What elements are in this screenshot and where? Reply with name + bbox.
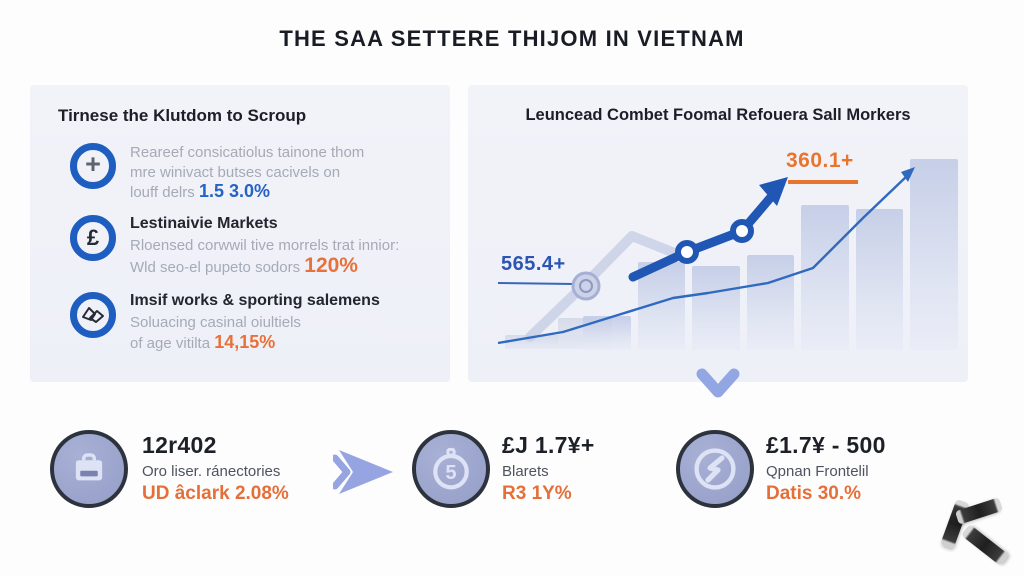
stat-block: £1.7¥ - 500 Qpnan Frontelil Datis 30.% xyxy=(766,432,886,505)
low-label-underline xyxy=(497,282,575,285)
stopwatch-icon: 5 xyxy=(412,430,490,508)
chart-bar xyxy=(855,209,904,350)
ghost-line xyxy=(525,231,687,342)
chart-low-value-label: 565.4+ xyxy=(501,253,566,275)
plus-circle-icon: + xyxy=(70,143,116,189)
stat-block: 12r402 Oro liser. ránectories UD âclark … xyxy=(142,432,289,505)
chart-bar xyxy=(583,316,631,350)
item-line: of age vitilta 14,15% xyxy=(130,331,380,354)
briefcase-icon xyxy=(50,430,128,508)
item-line: Wld seo-el pupeto sodors 120% xyxy=(130,253,399,278)
chart-bar xyxy=(910,159,959,350)
highlight-arrowhead xyxy=(759,177,788,206)
stat-value: £J 1.7¥+ xyxy=(502,432,595,458)
left-panel-heading: Tirnese the Klutdom to Scroup xyxy=(58,106,307,125)
arrow-right-icon xyxy=(333,450,393,494)
chart-bar xyxy=(746,255,795,350)
list-item-text: Reareef consicatiolus tainone thom mre w… xyxy=(130,143,364,203)
clock-icon xyxy=(676,430,754,508)
item-line-prefix: louff delrs xyxy=(130,184,195,201)
left-panel: Tirnese the Klutdom to Scroup + Reareef … xyxy=(30,85,450,382)
list-item-text: Lestinaivie Markets Rloensed corwwil tiv… xyxy=(130,215,399,277)
stat-highlight: UD âclark 2.08% xyxy=(142,483,289,504)
list-item: £ Lestinaivie Markets Rloensed corwwil t… xyxy=(70,215,399,277)
item-line: mre winivact butses cacivels on xyxy=(130,163,341,181)
chart-bar xyxy=(692,266,740,350)
list-item: Imsif works & sporting salemens Soluacin… xyxy=(70,292,380,353)
chart-panel: Leuncead Combet Foomal Refouera Sall Mor… xyxy=(468,85,968,382)
stat-highlight: R3 1Y% xyxy=(502,483,572,504)
marker-circle-inner xyxy=(579,279,593,293)
stat-highlight: Datis 30.% xyxy=(766,483,862,504)
list-item-text: Imsif works & sporting salemens Soluacin… xyxy=(130,292,380,353)
plus-glyph: + xyxy=(85,149,101,179)
item-line: Reareef consicatiolus tainone thom xyxy=(130,144,365,161)
item-title: Imsif works & sporting salemens xyxy=(130,292,380,309)
stat-value: £1.7¥ - 500 xyxy=(766,432,886,458)
trend-line xyxy=(497,174,909,345)
item-highlight-value: 14,15% xyxy=(214,331,276,352)
item-line: louff delrs 1.5 3.0% xyxy=(130,181,364,203)
scribble-glyph xyxy=(82,307,104,323)
line-node-icon xyxy=(730,219,754,243)
pound-glyph: £ xyxy=(86,225,100,250)
item-highlight-value: 1.5 3.0% xyxy=(198,181,270,201)
page-title: THE SAA SETTERE THIJOM IN VIETNAM xyxy=(279,26,745,51)
item-line-prefix: of age vitilta xyxy=(130,334,211,352)
stat-value: 12r402 xyxy=(142,432,217,458)
item-highlight-value: 120% xyxy=(304,253,358,277)
line-node-icon xyxy=(675,240,699,264)
chart-bars xyxy=(583,140,959,350)
chart-lines xyxy=(497,167,915,345)
scribble-circle-icon xyxy=(70,292,116,338)
stat-label: Blarets xyxy=(502,463,549,480)
highlight-line xyxy=(628,192,776,282)
chart-high-value-label: 360.1+ xyxy=(786,149,854,172)
list-item: + Reareef consicatiolus tainone thom mre… xyxy=(70,143,364,203)
component-item xyxy=(960,524,1010,566)
pound-circle-icon: £ xyxy=(70,215,116,261)
item-line: Soluacing casinal oiultiels xyxy=(130,314,301,331)
marker-circle-icon xyxy=(571,271,601,301)
stopwatch-glyph: 5 xyxy=(433,447,469,490)
stat-block: £J 1.7¥+ Blarets R3 1Y% xyxy=(502,432,595,505)
stat-label: Qpnan Frontelil xyxy=(766,463,869,480)
stat-label: Oro liser. ránectories xyxy=(142,463,281,480)
item-line: Rloensed corwwil tive morrels trat innio… xyxy=(130,237,400,254)
svg-text:5: 5 xyxy=(445,462,456,484)
chart-bar xyxy=(801,205,849,350)
item-line-prefix: Wld seo-el pupeto sodors xyxy=(130,258,301,276)
trend-line-arrowhead xyxy=(901,167,915,182)
chevron-down-icon xyxy=(696,368,740,398)
chart-panel-heading: Leuncead Combet Foomal Refouera Sall Mor… xyxy=(525,106,911,124)
item-title: Lestinaivie Markets xyxy=(130,215,278,232)
clock-glyph xyxy=(694,448,736,490)
briefcase-glyph xyxy=(75,453,103,481)
component-item xyxy=(940,499,970,549)
